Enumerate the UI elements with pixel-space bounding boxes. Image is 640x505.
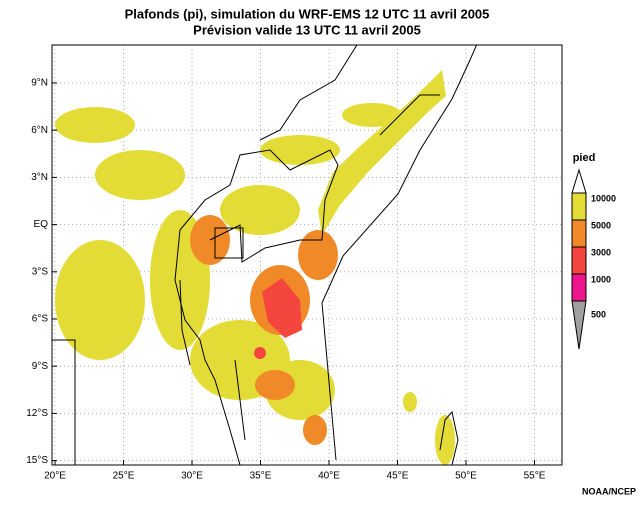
lat-label: 6°S — [32, 314, 49, 325]
lat-label: 12°S — [26, 408, 48, 419]
lon-label: 50°E — [455, 471, 477, 482]
legend-label: 500 — [591, 309, 606, 319]
subtitle: Prévision valide 13 UTC 11 avril 2005 — [193, 22, 421, 37]
legend-label: 5000 — [591, 220, 611, 230]
title: Plafonds (pi), simulation du WRF-EMS 12 … — [125, 6, 490, 21]
lon-label: 40°E — [318, 471, 340, 482]
legend-label: 1000 — [591, 274, 611, 284]
legend-swatch — [571, 219, 587, 248]
lat-label: 6°N — [31, 125, 48, 136]
legend-swatch — [571, 246, 587, 275]
lat-label: 3°N — [31, 172, 48, 183]
legend-swatch — [571, 300, 587, 350]
legend-swatch — [571, 273, 587, 302]
grid — [52, 45, 562, 465]
legend-label: 3000 — [591, 247, 611, 257]
map-area — [52, 45, 562, 465]
lon-label: 55°E — [524, 471, 546, 482]
lon-label: 35°E — [250, 471, 272, 482]
legend: 10000 5000 3000 1000 500 — [571, 168, 616, 350]
lat-label: 9°S — [32, 361, 49, 372]
red-areas — [254, 278, 302, 359]
legend-cap — [571, 168, 587, 194]
axis-labels: 9°N 6°N 3°N EQ 3°S 6°S 9°S 12°S 15°S 20°E 25°E 30°E… — [26, 78, 546, 482]
map-frame — [51, 44, 563, 466]
lat-label: 15°S — [26, 455, 48, 466]
legend-swatch — [571, 192, 587, 221]
legend-label: 10000 — [591, 193, 616, 203]
coastlines — [52, 45, 478, 465]
lat-label: EQ — [34, 219, 49, 230]
lat-label: 3°S — [32, 266, 49, 277]
legend-title: pied — [573, 152, 596, 164]
lon-label: 20°E — [44, 471, 66, 482]
lat-label: 9°N — [31, 78, 48, 89]
orange-areas — [190, 215, 338, 445]
yellow-areas — [55, 70, 455, 465]
lon-label: 45°E — [387, 471, 409, 482]
credit: NOAA/NCEP — [582, 486, 636, 496]
lon-label: 25°E — [113, 471, 135, 482]
lon-label: 30°E — [181, 471, 203, 482]
